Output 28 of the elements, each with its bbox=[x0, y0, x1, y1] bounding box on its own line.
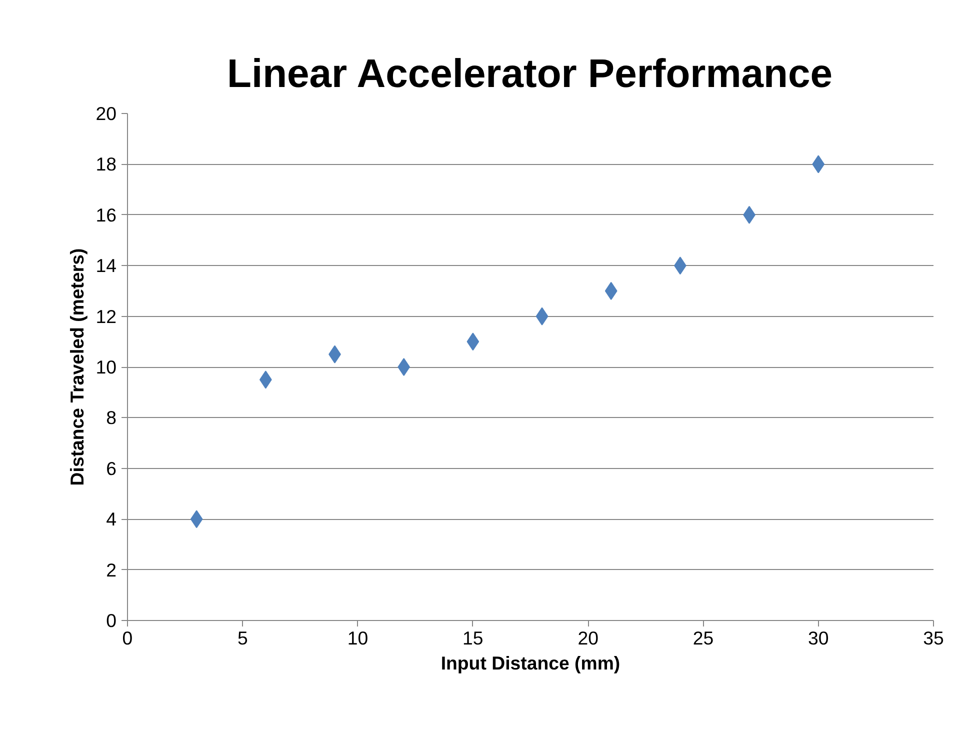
y-tick-label: 16 bbox=[96, 204, 117, 226]
point bbox=[466, 332, 480, 351]
point bbox=[398, 358, 410, 376]
x-axis-title: Input Distance (mm) bbox=[440, 652, 620, 674]
x-tick-label: 10 bbox=[347, 628, 368, 648]
x-tick-label: 5 bbox=[237, 628, 248, 648]
y-tick-label: 10 bbox=[96, 356, 117, 378]
point bbox=[536, 307, 548, 326]
x-tick-label: 25 bbox=[692, 628, 714, 648]
y-tick-label: 20 bbox=[96, 103, 117, 124]
point bbox=[812, 155, 825, 174]
y-tick-label: 8 bbox=[106, 407, 117, 428]
y-tick-label: 2 bbox=[106, 559, 117, 580]
y-tick-label: 4 bbox=[106, 508, 117, 530]
chart-title: Linear Accelerator Performance bbox=[227, 52, 832, 96]
x-tick-label: 0 bbox=[122, 628, 133, 648]
y-tick-label: 0 bbox=[106, 610, 117, 631]
y-tick-label: 6 bbox=[106, 458, 117, 479]
point bbox=[604, 282, 618, 300]
x-tick-label: 30 bbox=[808, 628, 829, 648]
y-tick-label: 14 bbox=[96, 255, 117, 276]
y-tick-label: 18 bbox=[96, 154, 117, 175]
point bbox=[190, 510, 203, 528]
x-tick-label: 35 bbox=[923, 628, 944, 648]
x-tick-label: 15 bbox=[462, 628, 484, 648]
y-axis-title: Distance Traveled (meters) bbox=[66, 248, 88, 486]
x-tick-label: 20 bbox=[578, 628, 598, 648]
y-tick-label: 12 bbox=[96, 306, 117, 327]
